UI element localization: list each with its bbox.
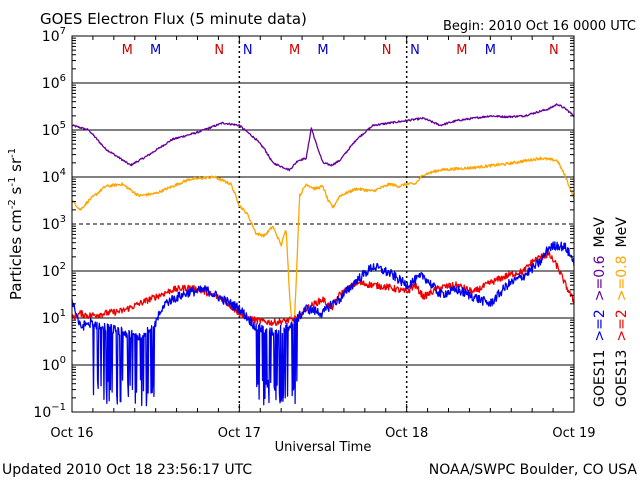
marker-m: M	[317, 43, 328, 58]
marker-n: N	[243, 43, 253, 58]
series-line-red	[71, 250, 575, 327]
legend-goes13: GOES13>=2>=0.8MeV	[614, 217, 630, 407]
y-tick-label: 103	[42, 214, 66, 233]
y-tick-label: 104	[42, 167, 66, 186]
chart-title: GOES Electron Flux (5 minute data)	[40, 10, 307, 28]
marker-n: N	[410, 43, 420, 58]
begin-time: Begin: 2010 Oct 16 0000 UTC	[443, 19, 636, 34]
y-axis-ticks: 10−1 100 101 102 103 104 105 106 107	[33, 26, 574, 421]
credit-text: NOAA/SWPC Boulder, CO USA	[429, 462, 638, 478]
y-tick-label: 105	[42, 120, 66, 139]
marker-m: M	[150, 43, 161, 58]
marker-n: N	[549, 43, 559, 58]
x-tick-label: Oct 16	[50, 426, 93, 441]
marker-m: M	[122, 43, 133, 58]
y-tick-label: 106	[42, 73, 66, 92]
marker-n: N	[382, 43, 392, 58]
y-tick-label: 10−1	[33, 402, 66, 421]
y-tick-label: 107	[42, 26, 66, 45]
series-line-purple	[71, 103, 575, 172]
marker-m: M	[485, 43, 496, 58]
x-tick-label: Oct 17	[218, 426, 261, 441]
marker-n: N	[214, 43, 224, 58]
x-axis-ticks: Oct 16 Oct 17 Oct 18 Oct 19	[50, 36, 596, 441]
y-tick-label: 100	[42, 355, 66, 374]
plot-grid	[72, 36, 574, 412]
y-tick-label: 101	[42, 308, 66, 327]
x-tick-label: Oct 19	[552, 426, 595, 441]
y-tick-label: 102	[42, 261, 66, 280]
series-line-blue	[71, 241, 575, 407]
legend-goes11: GOES11>=2>=0.6MeV	[592, 217, 608, 407]
updated-timestamp: Updated 2010 Oct 18 23:56:17 UTC	[2, 462, 252, 478]
x-axis-label: Universal Time	[275, 440, 372, 455]
marker-m: M	[289, 43, 300, 58]
y-axis-label: Particles cm-2 s-1 sr-1	[7, 148, 25, 300]
marker-m: M	[456, 43, 467, 58]
x-tick-label: Oct 18	[385, 426, 428, 441]
series-line-orange	[71, 156, 575, 337]
flux-series	[71, 103, 575, 407]
